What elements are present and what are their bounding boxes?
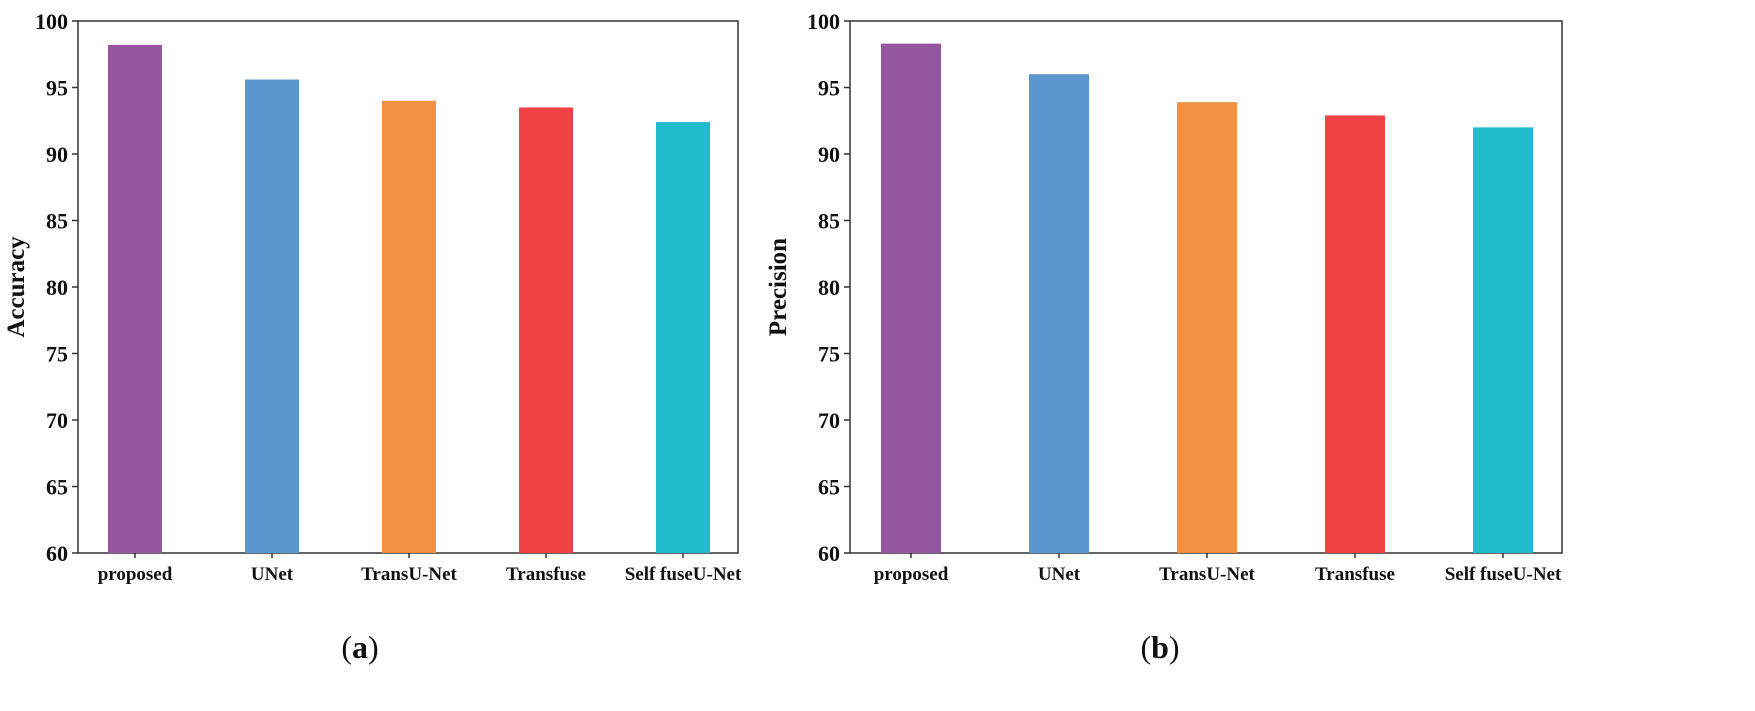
bar-proposed — [108, 44, 162, 553]
bar-transu-net — [1177, 102, 1237, 553]
y-tick-label: 85 — [46, 209, 68, 234]
y-tick-label: 75 — [818, 342, 840, 367]
y-tick-label: 95 — [818, 76, 840, 101]
y-tick-label: 65 — [46, 475, 68, 500]
y-tick-label: 90 — [46, 142, 68, 167]
y-tick-label: 95 — [46, 76, 68, 101]
y-axis-title: Accuracy — [3, 236, 30, 338]
x-tick-label: TransU-Net — [1159, 564, 1255, 585]
y-tick-label: 70 — [46, 408, 68, 433]
bar-transfuse — [1325, 115, 1385, 554]
x-tick-label: proposed — [98, 564, 173, 585]
y-tick-label: 70 — [818, 408, 840, 433]
panel-label: (b) — [1140, 629, 1179, 665]
x-tick-label: Transfuse — [506, 564, 586, 585]
y-tick-label: 60 — [46, 541, 68, 566]
precision-chart: 60 65 70 75 80 85 90 95 100 proposed UNet TransU-Ne… — [765, 9, 1563, 665]
y-tick-label: 80 — [46, 275, 68, 300]
y-axis-title: Precision — [765, 238, 792, 336]
y-tick-label: 75 — [46, 342, 68, 367]
y-tick-label: 65 — [818, 475, 840, 500]
x-tick-label: Transfuse — [1315, 564, 1395, 585]
bar-self-fuseu-net — [1473, 127, 1533, 554]
x-tick-label: UNet — [251, 564, 294, 585]
bar-transfuse — [519, 107, 573, 553]
y-tick-label: 100 — [35, 9, 68, 34]
x-tick-label: Self fuseU-Net — [625, 564, 742, 585]
x-tick-label: TransU-Net — [361, 564, 457, 585]
y-tick-label: 90 — [818, 142, 840, 167]
y-tick-label: 100 — [807, 9, 840, 34]
accuracy-chart: 60 65 70 75 80 85 90 95 100 proposed UNet TransU-Ne… — [3, 9, 742, 665]
bar-self-fuseu-net — [656, 122, 710, 553]
bar-unet — [245, 79, 299, 554]
bar-transu-net — [382, 100, 436, 554]
y-tick-label: 85 — [818, 209, 840, 234]
x-tick-label: UNet — [1038, 564, 1081, 585]
x-tick-label: proposed — [874, 564, 949, 585]
bar-unet — [1029, 74, 1089, 553]
bar-proposed — [881, 43, 941, 554]
panel-label: (a) — [341, 629, 378, 665]
x-tick-label: Self fuseU-Net — [1445, 564, 1562, 585]
y-tick-label: 60 — [818, 541, 840, 566]
y-tick-label: 80 — [818, 275, 840, 300]
